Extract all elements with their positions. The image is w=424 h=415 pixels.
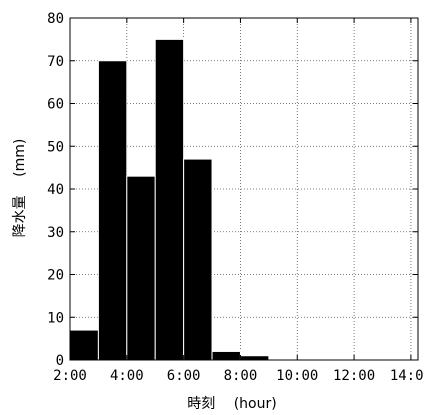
bar-2 <box>97 60 128 361</box>
tick-marks <box>69 17 418 361</box>
bar-4 <box>154 38 185 361</box>
bar-1 <box>69 329 99 361</box>
y-tick-label: 50 <box>47 139 64 155</box>
x-tick-label: 2:00 <box>53 368 87 384</box>
y-tick-label: 0 <box>56 353 64 369</box>
y-tick-label: 70 <box>47 54 64 70</box>
x-tick-label: 10:00 <box>276 368 318 384</box>
y-tick-label: 60 <box>47 97 64 113</box>
x-tick-label: 8:00 <box>224 368 258 384</box>
y-tick-label: 80 <box>47 11 64 27</box>
x-tick-label: 12:00 <box>333 368 375 384</box>
x-tick-labels: 2:00 4:00 6:00 8:00 10:00 12:00 14:00 <box>53 368 424 384</box>
y-tick-label: 20 <box>47 268 64 284</box>
y-axis-title: 降水量 (mm) <box>12 139 28 238</box>
y-tick-label: 40 <box>47 182 64 198</box>
y-tick-label: 10 <box>47 310 64 326</box>
x-tick-label: 4:00 <box>110 368 144 384</box>
bars <box>69 38 270 361</box>
x-tick-label: 6:00 <box>167 368 201 384</box>
bar-3 <box>126 175 156 361</box>
x-tick-label: 14:00 <box>390 368 424 384</box>
x-axis-title: 時刻 (hour) <box>187 396 276 412</box>
bar-7 <box>239 355 270 361</box>
y-tick-label: 30 <box>47 225 64 241</box>
bar-5 <box>183 158 213 361</box>
bar-6 <box>211 350 241 361</box>
y-tick-labels: 0 10 20 30 40 50 60 70 80 <box>47 11 64 369</box>
